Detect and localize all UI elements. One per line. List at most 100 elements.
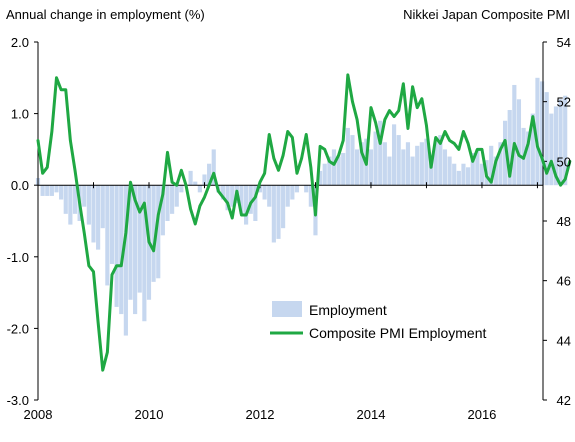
employment-bar <box>165 185 170 221</box>
employment-bar <box>563 95 568 186</box>
employment-bar <box>151 185 156 282</box>
employment-bar <box>211 149 216 186</box>
employment-bar <box>331 149 337 186</box>
legend-employment-swatch <box>272 301 302 317</box>
employment-bar <box>373 131 378 186</box>
employment-bar <box>281 185 286 229</box>
employment-bar <box>276 185 281 239</box>
employment-bar <box>290 185 295 200</box>
employment-bar <box>54 185 59 193</box>
right-tick-label: 42 <box>557 393 571 408</box>
employment-bar <box>415 145 420 186</box>
tick-labels: -3.0 -2.0 -1.0 0.0 1.0 2.0 42 44 46 48 50 52 54 2008 2… <box>7 35 571 422</box>
employment-bars <box>35 77 568 336</box>
employment-bar <box>456 170 461 186</box>
employment-bar <box>327 156 332 186</box>
employment-bar <box>91 185 96 243</box>
employment-bar <box>220 185 226 200</box>
employment-bar <box>244 185 249 225</box>
employment-bar <box>322 163 327 186</box>
employment-bar <box>466 167 471 186</box>
employment-bar <box>239 185 244 214</box>
employment-bar <box>82 185 87 207</box>
left-tick-label: -2.0 <box>7 321 29 336</box>
employment-bar <box>553 106 559 186</box>
employment-bar <box>498 142 503 186</box>
left-tick-label: 0.0 <box>11 178 29 193</box>
right-tick-label: 46 <box>557 274 571 289</box>
left-tick-label: -3.0 <box>7 393 29 408</box>
employment-bar <box>507 110 512 186</box>
employment-bar <box>359 142 364 186</box>
employment-bar <box>96 185 101 250</box>
employment-bar <box>355 149 360 186</box>
legend-employment-label: Employment <box>309 302 387 318</box>
employment-bar <box>308 185 313 207</box>
employment-bar <box>475 149 480 186</box>
employment-bar <box>170 185 175 214</box>
employment-bar <box>72 185 78 214</box>
employment-bar <box>119 185 124 315</box>
right-tick-label: 52 <box>557 95 571 110</box>
employment-bar <box>207 163 212 186</box>
employment-bar <box>410 156 415 186</box>
right-tick-label: 54 <box>557 35 571 50</box>
employment-bar <box>49 185 54 196</box>
employment-bar <box>433 142 438 186</box>
employment-bar <box>128 185 133 300</box>
x-tick-label: 2014 <box>357 407 386 422</box>
employment-bar <box>179 185 184 193</box>
employment-bar <box>294 185 300 193</box>
employment-bar <box>202 174 207 186</box>
employment-bar <box>503 120 508 186</box>
employment-bar <box>345 127 350 186</box>
x-tick-label: 2010 <box>135 407 164 422</box>
employment-bar <box>105 185 110 286</box>
pmi-series-line <box>36 73 572 372</box>
employment-bar <box>535 77 540 186</box>
employment-bar <box>549 113 554 186</box>
pmi-line <box>36 73 572 372</box>
employment-bar <box>109 185 115 264</box>
employment-bar <box>544 92 549 186</box>
legend-pmi-label: Composite PMI Employment <box>309 325 487 341</box>
employment-bar <box>489 145 494 186</box>
employment-bar <box>479 163 485 186</box>
right-tick-label: 48 <box>557 214 571 229</box>
employment-bar <box>59 185 64 200</box>
employment-bar <box>392 124 397 186</box>
employment-bar <box>262 185 267 200</box>
right-tick-label: 44 <box>557 333 571 348</box>
employment-bar <box>318 170 323 186</box>
employment-bar <box>45 185 50 196</box>
employment-bar <box>137 185 142 293</box>
x-tick-label: 2016 <box>467 407 496 422</box>
employment-bar <box>461 163 466 186</box>
employment-bar <box>271 185 276 243</box>
x-tick-label: 2012 <box>246 407 275 422</box>
employment-bar <box>438 135 443 186</box>
employment-bar <box>188 170 193 186</box>
employment-bar <box>248 185 253 214</box>
employment-bar <box>336 156 341 186</box>
x-tick-label: 2008 <box>24 407 53 422</box>
right-tick-label: 50 <box>557 154 571 169</box>
right-axis-title: Nikkei Japan Composite PMI <box>403 7 570 22</box>
employment-bar <box>368 149 374 186</box>
employment-bar <box>530 113 535 186</box>
employment-bar <box>526 131 531 186</box>
employment-bar <box>123 185 128 336</box>
employment-bar <box>142 185 147 322</box>
employment-bar <box>442 149 448 186</box>
employment-bar <box>429 156 434 186</box>
employment-bar <box>225 185 230 211</box>
employment-bar <box>156 185 161 279</box>
employment-bar <box>419 142 424 186</box>
left-tick-label: -1.0 <box>7 250 29 265</box>
employment-bar <box>100 185 105 229</box>
employment-bar <box>405 142 411 186</box>
employment-bar <box>382 142 387 186</box>
employment-bar <box>470 152 475 186</box>
employment-bar <box>447 156 452 186</box>
